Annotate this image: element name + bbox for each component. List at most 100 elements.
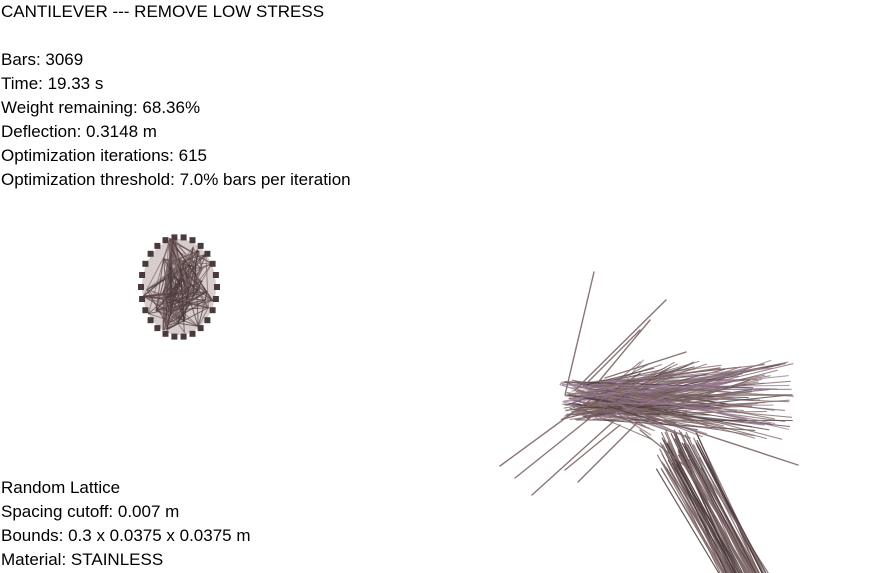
lattice-bar bbox=[672, 431, 736, 573]
lattice-node bbox=[212, 296, 219, 302]
lattice-bounds: Bounds: 0.3 x 0.0375 x 0.0375 m bbox=[1, 526, 251, 545]
lattice-node bbox=[209, 260, 216, 267]
lattice-node bbox=[147, 317, 154, 324]
material-name: Material: STAINLESS bbox=[1, 550, 164, 569]
lattice-bar bbox=[170, 261, 196, 264]
lattice-bar bbox=[197, 307, 209, 327]
lattice-bar bbox=[179, 257, 192, 304]
lattice-bar bbox=[599, 367, 774, 383]
lattice-type: Random Lattice bbox=[1, 478, 121, 497]
lattice-bar bbox=[184, 259, 189, 292]
lattice-bar bbox=[146, 289, 165, 321]
lattice-bar bbox=[146, 289, 172, 311]
lattice-bar bbox=[687, 462, 754, 573]
lattice-bar bbox=[180, 277, 185, 322]
lattice-bar bbox=[163, 243, 170, 260]
lattice-bar bbox=[184, 278, 190, 322]
lattice-bar bbox=[174, 237, 193, 266]
lattice-bar bbox=[142, 240, 173, 297]
lattice-node bbox=[171, 333, 178, 340]
lattice-node bbox=[154, 242, 161, 249]
lattice-node bbox=[197, 242, 204, 249]
lattice-bar bbox=[162, 239, 172, 331]
lattice-bar bbox=[607, 412, 655, 432]
lattice-bar bbox=[166, 280, 203, 299]
lattice-bar bbox=[161, 292, 179, 324]
lattice-bar bbox=[183, 270, 208, 293]
lattice-bar bbox=[661, 461, 731, 573]
lattice-bar bbox=[698, 457, 767, 573]
lattice-bar bbox=[607, 410, 755, 437]
lattice-bar bbox=[170, 259, 186, 314]
lattice-node bbox=[139, 272, 146, 278]
lattice-bar bbox=[162, 322, 179, 331]
lattice-node bbox=[154, 325, 161, 332]
lattice-node bbox=[142, 260, 149, 267]
lattice-bar bbox=[574, 299, 667, 391]
lattice-node bbox=[180, 333, 187, 340]
lattice-node bbox=[214, 284, 220, 290]
lattice-node bbox=[147, 250, 154, 257]
optimization-threshold: Optimization threshold: 7.0% bars per it… bbox=[1, 170, 351, 189]
lattice-bar bbox=[609, 367, 721, 386]
lattice-bar bbox=[177, 264, 189, 292]
lattice-bar bbox=[163, 290, 171, 314]
lattice-bar bbox=[582, 367, 655, 387]
deflection-value: Deflection: 0.3148 m bbox=[1, 122, 157, 141]
cantilever-lattice-structure bbox=[499, 271, 799, 573]
lattice-bar bbox=[177, 322, 185, 333]
lattice-node bbox=[212, 272, 219, 278]
lattice-node bbox=[142, 307, 149, 314]
optimization-iterations: Optimization iterations: 615 bbox=[1, 146, 207, 165]
lattice-bar bbox=[166, 312, 171, 331]
lattice-bar bbox=[608, 366, 752, 414]
lattice-bar bbox=[499, 399, 591, 467]
lattice-bar bbox=[577, 419, 641, 483]
lattice-bar bbox=[186, 250, 200, 300]
lattice-bar bbox=[584, 410, 768, 415]
lattice-bar bbox=[661, 469, 726, 573]
lattice-node bbox=[138, 284, 144, 290]
lattice-cross-section bbox=[138, 234, 220, 340]
lattice-bar bbox=[155, 298, 188, 312]
lattice-node bbox=[180, 234, 187, 241]
lattice-bar bbox=[695, 442, 767, 573]
lattice-node bbox=[204, 250, 211, 257]
lattice-bar bbox=[559, 382, 776, 424]
lattice-bar bbox=[676, 458, 739, 573]
spacing-cutoff: Spacing cutoff: 0.007 m bbox=[1, 502, 180, 521]
lattice-bar bbox=[655, 468, 720, 573]
lattice-bar bbox=[599, 319, 651, 381]
lattice-bar bbox=[664, 431, 731, 573]
lattice-bar bbox=[559, 384, 644, 412]
lattice-bar bbox=[170, 307, 209, 311]
lattice-bar bbox=[687, 443, 756, 573]
lattice-node bbox=[189, 330, 196, 337]
lattice-bar bbox=[204, 299, 214, 301]
lattice-node bbox=[204, 317, 211, 324]
lattice-bar bbox=[571, 375, 789, 399]
lattice-bar bbox=[171, 246, 194, 278]
lattice-node bbox=[162, 237, 169, 244]
lattice-node bbox=[197, 325, 204, 332]
lattice-node bbox=[162, 330, 169, 337]
lattice-bar bbox=[180, 277, 214, 301]
lattice-bar bbox=[671, 463, 737, 573]
lattice-bar bbox=[177, 322, 199, 327]
lattice-bar bbox=[597, 402, 738, 406]
lattice-bar bbox=[170, 240, 173, 314]
lattice-bar bbox=[576, 405, 703, 413]
lattice-bar bbox=[564, 271, 595, 396]
weight-remaining: Weight remaining: 68.36% bbox=[1, 98, 201, 117]
lattice-bar bbox=[563, 381, 783, 440]
lattice-bar bbox=[679, 453, 749, 573]
lattice-node bbox=[171, 234, 178, 241]
lattice-bar bbox=[531, 419, 616, 496]
lattice-bar bbox=[584, 329, 641, 386]
lattice-bar bbox=[146, 264, 193, 291]
lattice-bar bbox=[162, 312, 171, 331]
lattice-bar bbox=[166, 273, 185, 322]
lattice-node bbox=[189, 237, 196, 244]
lattice-bar bbox=[142, 295, 185, 322]
